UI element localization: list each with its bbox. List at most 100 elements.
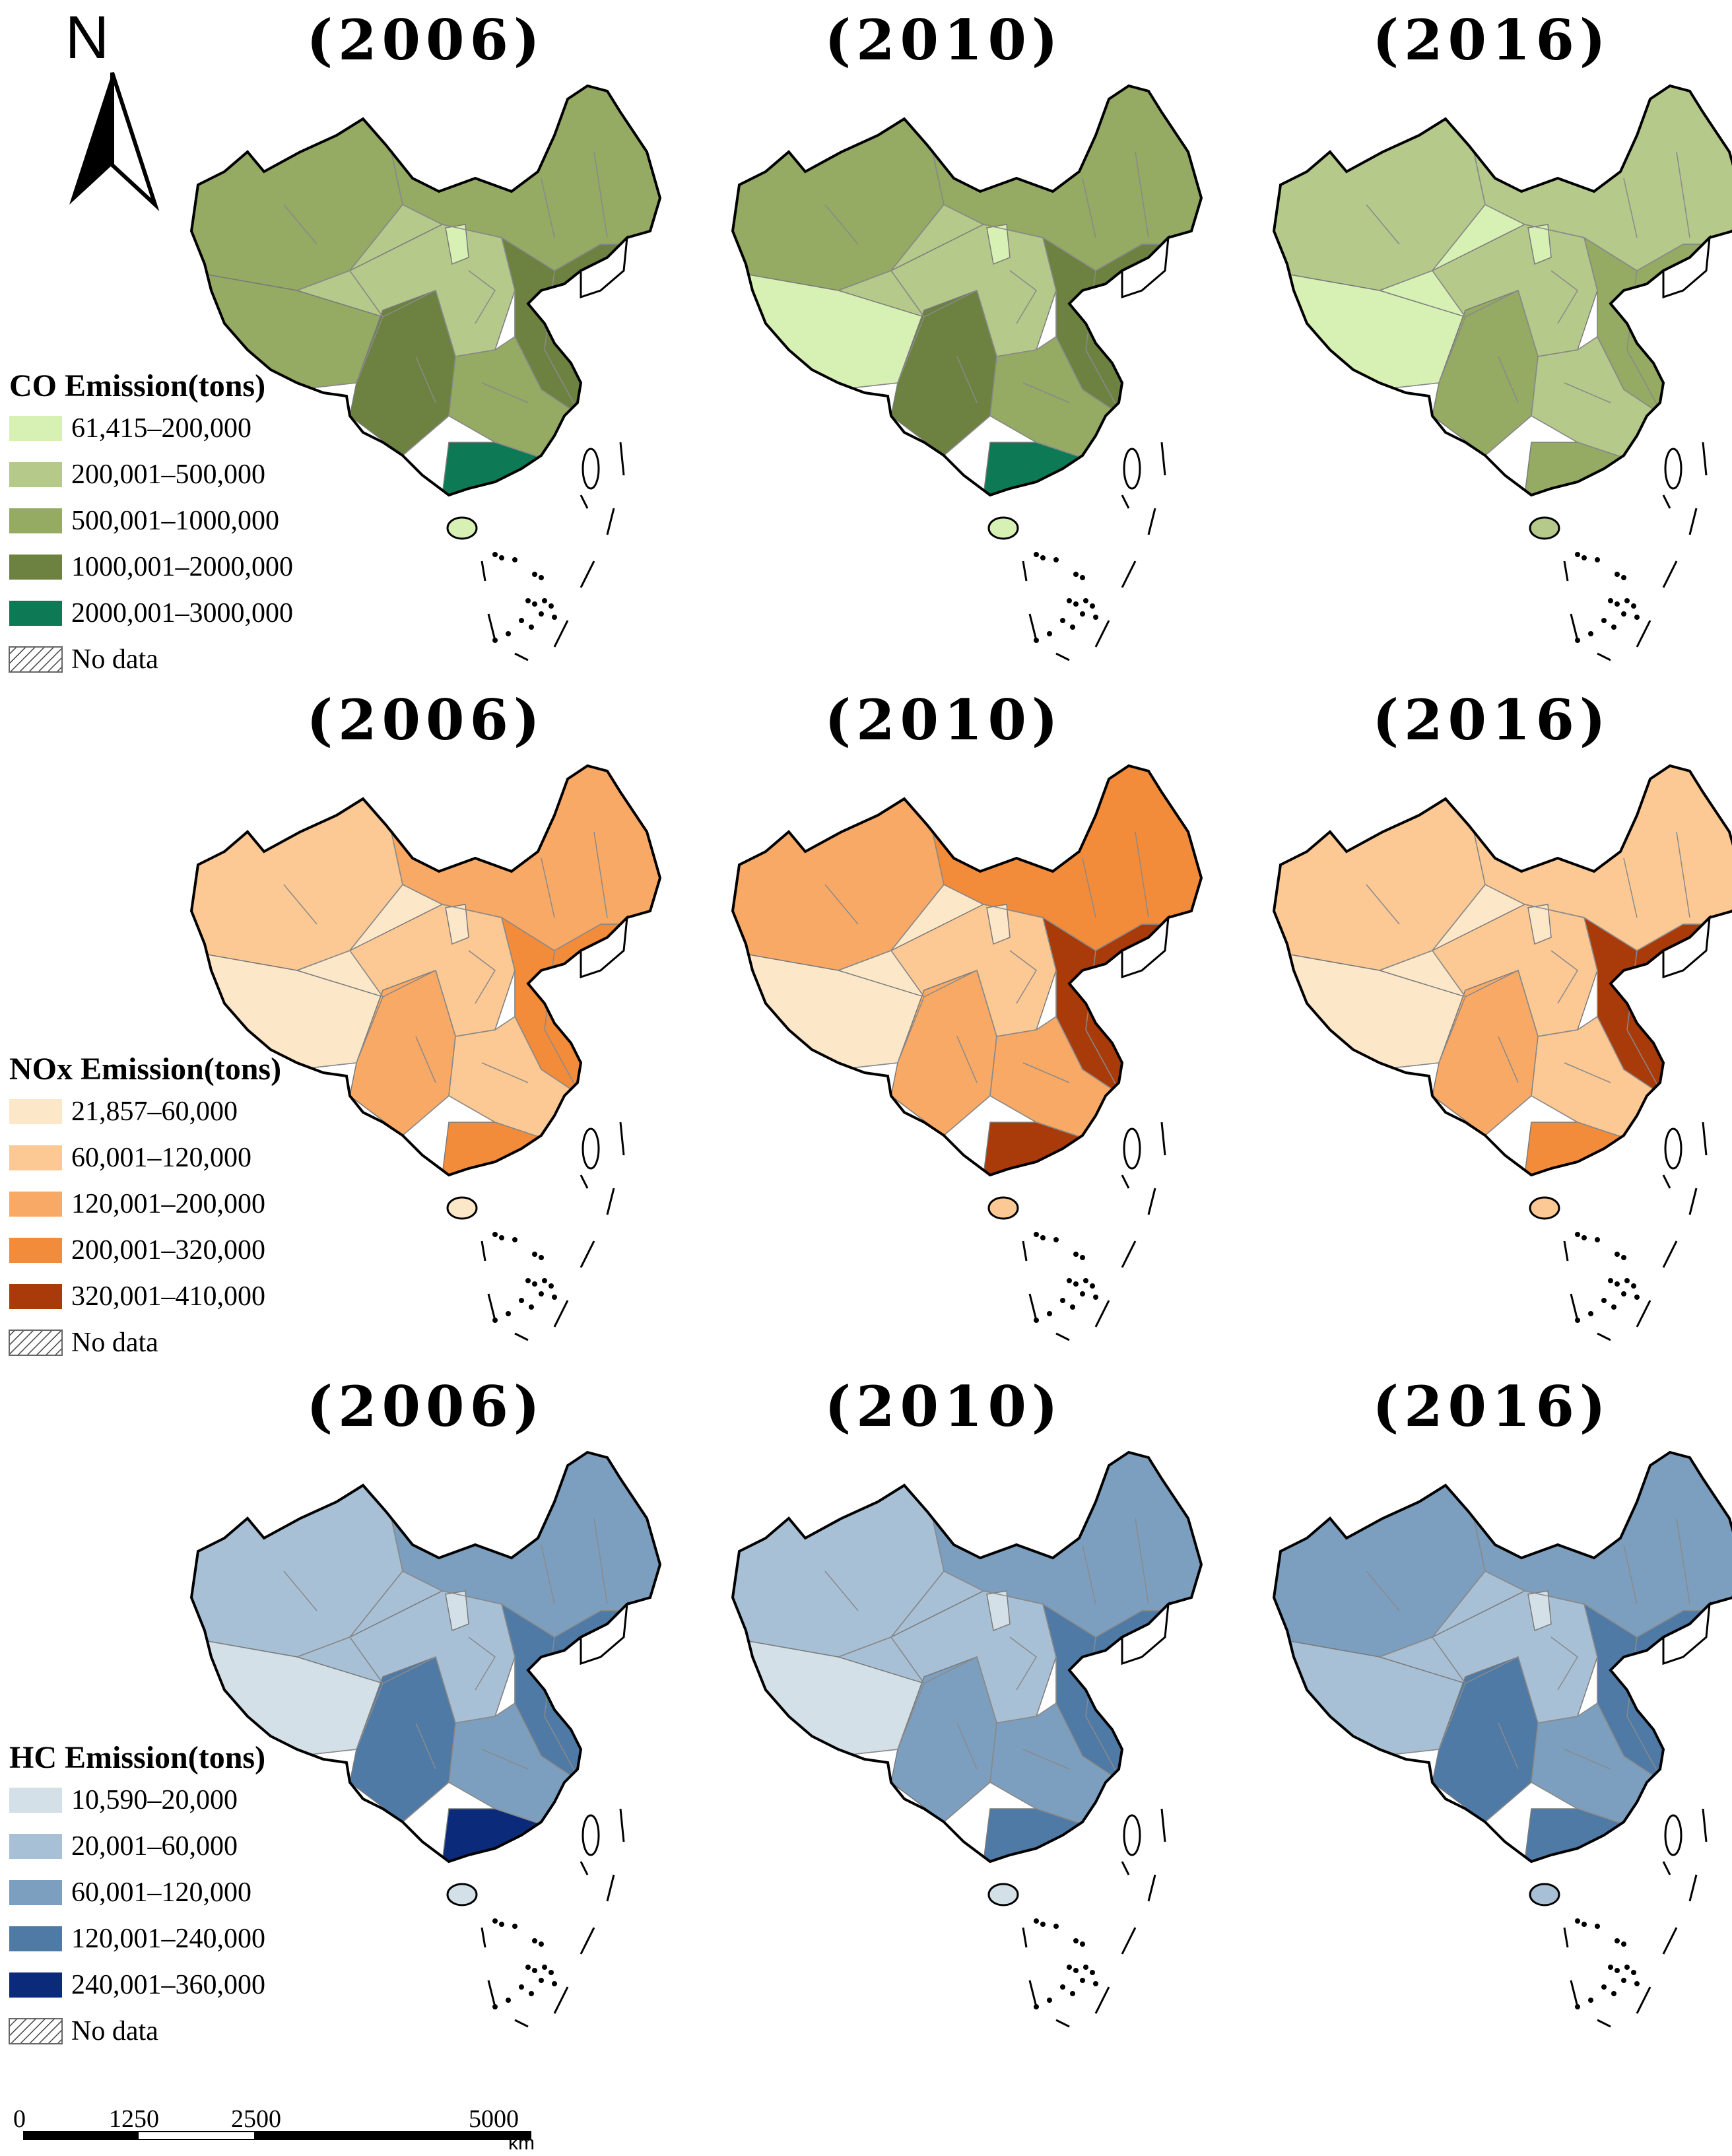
legend-swatch-3: [9, 1926, 62, 1951]
legend-label-3: 1000,001–2000,000: [71, 552, 293, 582]
region-ningxia: [1527, 1590, 1552, 1632]
taiwan-island: [1123, 448, 1141, 490]
region-ningxia: [986, 1590, 1011, 1632]
legend-label-3: 120,001–240,000: [71, 1924, 265, 1954]
year-label-co-0: (2006): [306, 7, 545, 73]
hainan-island: [987, 516, 1019, 540]
map-hc-2010: [731, 1451, 1203, 2028]
legend-swatch-4: [9, 1972, 62, 1998]
legend-swatch-2: [9, 508, 62, 533]
legend-label-4: 2000,001–3000,000: [71, 598, 293, 628]
legend-title: NOx Emission(tons): [9, 1052, 281, 1087]
map-co-2010: [731, 84, 1203, 661]
legend-label-nodata: No data: [71, 1328, 158, 1358]
region-ningxia: [986, 224, 1011, 265]
taiwan-island: [582, 448, 600, 490]
legend-swatch-2: [9, 1192, 62, 1217]
year-label-co-1: (2010): [824, 7, 1063, 73]
region-ningxia: [445, 1590, 469, 1632]
map-co-2016: [1273, 84, 1732, 661]
taiwan-island: [1664, 1128, 1682, 1170]
panel-nox: (2006) (2010) (2016) NOx Emission(tons) 21,8…: [9, 687, 1732, 1358]
legend-swatch-0: [9, 1099, 62, 1124]
hainan-island: [446, 516, 478, 540]
legend-label-0: 21,857–60,000: [71, 1096, 238, 1127]
region-ningxia: [1527, 224, 1552, 265]
region-ningxia: [445, 224, 469, 265]
legend-co: CO Emission(tons) 61,415–200,000 200,001–5…: [9, 368, 293, 675]
panel-hc: (2006) (2010) (2016) HC Emission(tons) 10,59…: [9, 1374, 1732, 2046]
legend-swatch-nodata: [9, 1330, 63, 1356]
year-label-nox-0: (2006): [306, 687, 545, 753]
year-label-hc-0: (2006): [306, 1374, 545, 1439]
region-ningxia: [986, 904, 1011, 945]
year-label-hc-2: (2016): [1372, 1374, 1611, 1439]
legend-swatch-3: [9, 555, 62, 580]
legend-swatch-3: [9, 1238, 62, 1263]
legend-swatch-nodata: [9, 646, 63, 673]
taiwan-island: [1664, 1814, 1682, 1856]
legend-nox: NOx Emission(tons) 21,857–60,000 60,001–12…: [9, 1052, 281, 1358]
hainan-island: [1529, 1883, 1560, 1906]
legend-label-2: 500,001–1000,000: [71, 506, 279, 536]
legend-swatch-2: [9, 1880, 62, 1905]
legend-swatch-4: [9, 601, 62, 626]
south-china-sea-inset: [481, 1808, 625, 2028]
panel-co: (2006) (2010) (2016) CO Emission(tons) 61,41…: [9, 7, 1732, 675]
legend-label-1: 20,001–60,000: [71, 1831, 238, 1862]
scale-bar: 0 1250 2500 5000 km: [13, 2105, 535, 2154]
year-label-hc-1: (2010): [824, 1374, 1063, 1439]
south-china-sea-inset: [481, 1122, 625, 1341]
legend-label-2: 120,001–200,000: [71, 1189, 265, 1219]
legend-label-2: 60,001–120,000: [71, 1877, 251, 1908]
legend-title: CO Emission(tons): [9, 368, 265, 403]
legend-label-4: 240,001–360,000: [71, 1970, 265, 2000]
legend-label-nodata: No data: [71, 2016, 158, 2046]
region-ningxia: [1527, 904, 1552, 945]
south-china-sea-inset: [481, 442, 625, 661]
hainan-island: [987, 1196, 1019, 1220]
legend-swatch-0: [9, 1788, 62, 1813]
legend-swatch-1: [9, 1145, 62, 1170]
hainan-island: [1529, 516, 1560, 540]
hainan-island: [446, 1196, 478, 1220]
north-arrow-icon: N: [65, 4, 160, 211]
region-ningxia: [445, 904, 469, 945]
legend-swatch-1: [9, 462, 62, 487]
south-china-sea-inset: [1563, 442, 1708, 661]
legend-swatch-nodata: [9, 2018, 63, 2044]
hainan-island: [446, 1883, 478, 1906]
map-hc-2016: [1273, 1451, 1732, 2028]
legend-label-1: 200,001–500,000: [71, 459, 265, 490]
legend-label-4: 320,001–410,000: [71, 1281, 265, 1312]
year-label-co-2: (2016): [1372, 7, 1611, 73]
taiwan-island: [1664, 448, 1682, 490]
legend-label-0: 10,590–20,000: [71, 1785, 238, 1815]
year-label-nox-2: (2016): [1372, 687, 1611, 753]
legend-title: HC Emission(tons): [9, 1740, 265, 1775]
legend-swatch-0: [9, 416, 62, 441]
taiwan-island: [1123, 1128, 1141, 1170]
scale-label-2500: 2500: [231, 2105, 281, 2133]
taiwan-island: [582, 1814, 600, 1856]
taiwan-island: [582, 1128, 600, 1170]
scale-label-1250: 1250: [109, 2105, 159, 2133]
north-label: N: [65, 4, 109, 71]
scale-unit: km: [508, 2132, 535, 2154]
south-china-sea-inset: [1022, 1808, 1166, 2028]
legend-label-nodata: No data: [71, 644, 158, 675]
south-china-sea-inset: [1563, 1122, 1708, 1341]
hainan-island: [1529, 1196, 1560, 1220]
legend-label-0: 61,415–200,000: [71, 413, 251, 444]
legend-label-3: 200,001–320,000: [71, 1235, 265, 1265]
scale-label-5000: 5000: [469, 2105, 519, 2133]
taiwan-island: [1123, 1814, 1141, 1856]
year-label-nox-1: (2010): [824, 687, 1063, 753]
hainan-island: [987, 1883, 1019, 1906]
south-china-sea-inset: [1022, 442, 1166, 661]
legend-swatch-1: [9, 1834, 62, 1859]
south-china-sea-inset: [1022, 1122, 1166, 1341]
legend-swatch-4: [9, 1284, 62, 1309]
scale-label-0: 0: [13, 2105, 26, 2133]
